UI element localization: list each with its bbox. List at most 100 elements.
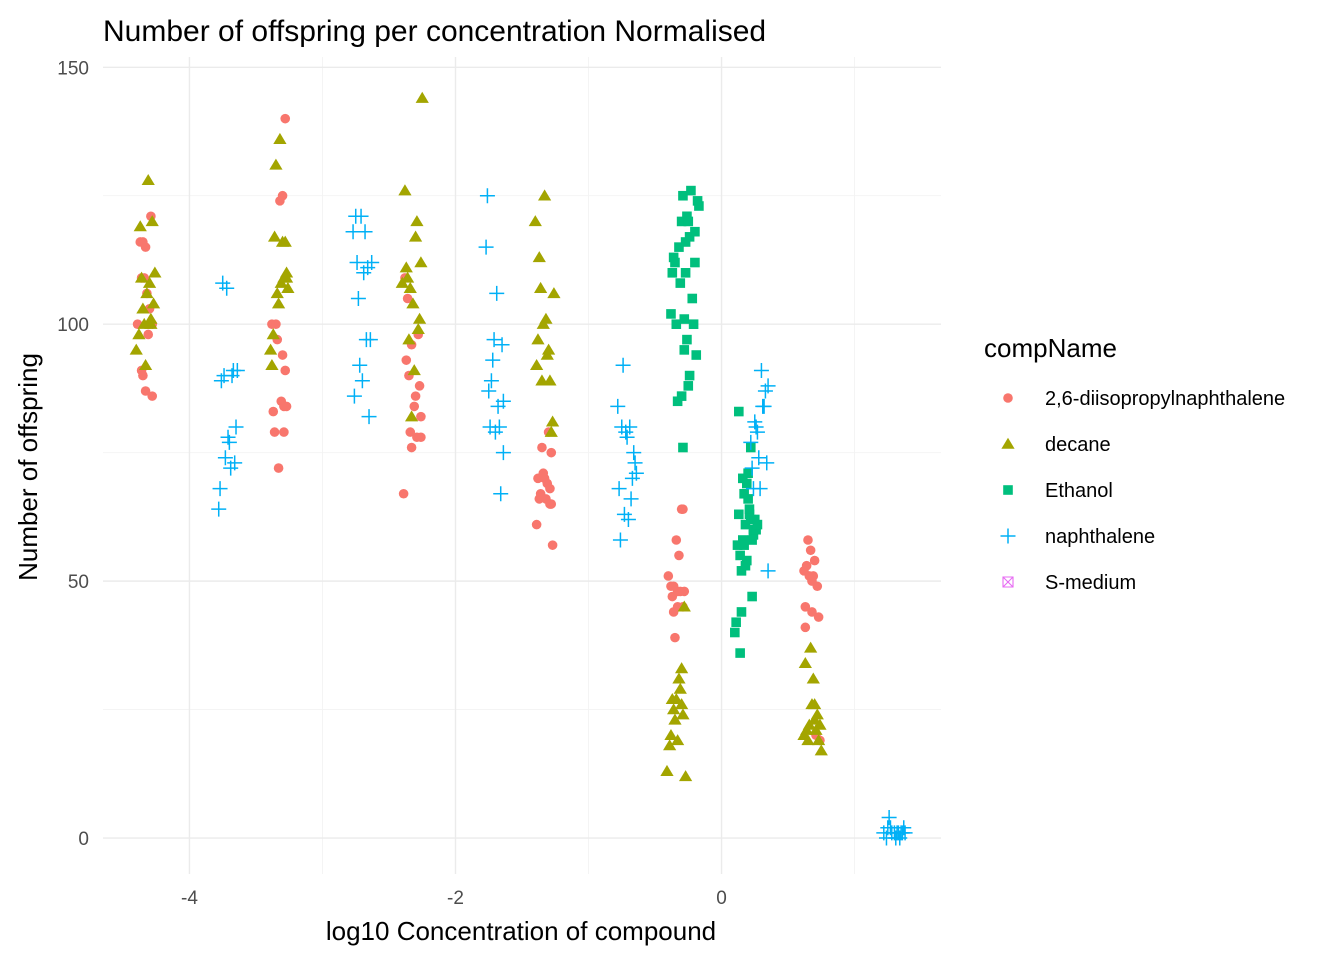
data-point <box>734 509 744 520</box>
data-point <box>532 251 546 263</box>
data-point <box>683 381 694 391</box>
data-point <box>684 370 695 381</box>
legend-title: compName <box>984 333 1117 363</box>
legend-entry: decane <box>1001 434 1111 456</box>
data-point <box>800 622 811 633</box>
data-point <box>692 196 703 206</box>
data-point <box>346 388 362 404</box>
data-point <box>530 359 544 371</box>
data-point <box>478 239 494 255</box>
x-tick-label: 0 <box>716 888 727 909</box>
data-point <box>678 442 688 453</box>
data-point <box>748 530 759 540</box>
data-point <box>805 545 816 556</box>
series-ethanol <box>666 185 763 658</box>
data-point <box>813 718 827 730</box>
data-point <box>132 328 146 340</box>
legend-key <box>1003 485 1013 495</box>
data-point <box>143 329 154 340</box>
data-point <box>547 287 561 299</box>
data-point <box>759 455 775 471</box>
data-point <box>541 343 556 355</box>
data-point <box>668 252 679 263</box>
data-point <box>739 488 749 499</box>
data-point <box>280 113 291 124</box>
data-point <box>211 501 227 517</box>
data-point <box>735 550 745 561</box>
data-point <box>683 216 694 227</box>
data-point <box>676 391 687 401</box>
data-point <box>277 190 288 201</box>
legend-label: Ethanol <box>1045 480 1113 502</box>
data-point <box>545 483 555 494</box>
data-point <box>410 391 421 401</box>
legend-entry: S-medium <box>1002 572 1136 594</box>
data-point <box>398 488 409 499</box>
legend-label: 2,6-diisopropylnaphthalene <box>1045 388 1285 410</box>
data-point <box>479 188 495 204</box>
data-point <box>744 509 755 520</box>
data-point <box>800 602 811 612</box>
data-point <box>668 713 682 725</box>
data-point <box>804 641 818 653</box>
y-tick-label: 0 <box>78 829 89 850</box>
plot-grid <box>103 57 941 874</box>
data-point <box>133 220 147 232</box>
data-point <box>679 345 690 355</box>
data-point <box>217 450 233 466</box>
data-point <box>801 560 812 571</box>
data-point <box>269 158 283 170</box>
data-point <box>678 190 688 201</box>
data-point <box>744 504 755 514</box>
data-point <box>743 494 753 504</box>
data-point <box>801 734 815 746</box>
data-point <box>674 242 684 252</box>
data-point <box>414 381 425 391</box>
data-point <box>354 373 370 389</box>
y-tick-label: 50 <box>68 572 89 593</box>
data-point <box>212 481 228 497</box>
data-point <box>752 481 768 497</box>
data-point <box>814 744 828 756</box>
data-point <box>756 398 772 414</box>
data-point <box>671 734 685 746</box>
series-2-6-diisopropylnaphthalene <box>132 113 825 746</box>
data-point <box>684 232 695 242</box>
data-point <box>675 698 689 710</box>
data-point <box>534 281 548 293</box>
data-point <box>412 312 427 324</box>
data-point <box>679 586 690 597</box>
data-point <box>277 350 288 360</box>
data-point <box>667 703 681 715</box>
data-point <box>269 427 280 437</box>
data-point <box>134 271 149 283</box>
data-point <box>537 189 552 201</box>
data-point <box>140 386 151 396</box>
data-point <box>400 271 415 283</box>
data-point <box>678 504 688 514</box>
data-point <box>612 532 628 548</box>
data-point <box>485 352 501 368</box>
data-point <box>491 419 507 435</box>
data-point <box>416 432 426 443</box>
data-point <box>809 555 820 566</box>
data-point <box>544 425 558 437</box>
data-point <box>610 398 626 414</box>
data-point <box>398 184 412 196</box>
data-point <box>147 391 158 401</box>
data-point <box>671 535 682 545</box>
data-point <box>141 174 155 186</box>
data-point <box>752 519 763 530</box>
data-point <box>547 540 558 550</box>
data-point <box>546 447 557 458</box>
data-point <box>140 242 151 252</box>
data-point <box>281 281 295 293</box>
data-point <box>361 409 377 425</box>
data-point <box>543 374 557 386</box>
data-point <box>739 540 749 550</box>
series-decane <box>129 91 828 782</box>
data-point <box>136 302 150 314</box>
legend-key <box>1000 528 1016 544</box>
data-point <box>138 370 148 381</box>
data-point <box>669 692 683 705</box>
